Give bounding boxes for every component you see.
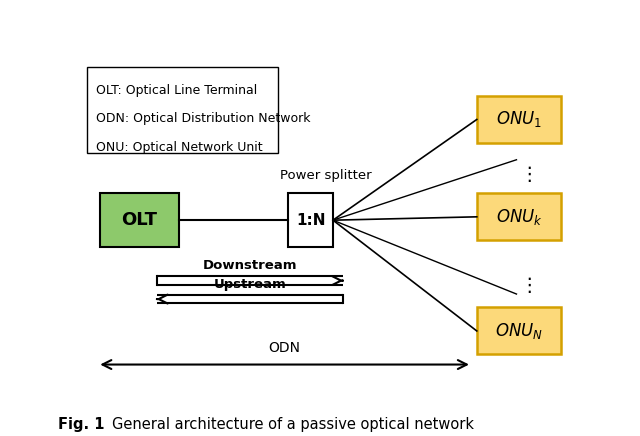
- Text: OLT: OLT: [122, 211, 157, 229]
- Text: Fig. 1    General architecture of a passive optical network: Fig. 1 General architecture of a passive…: [58, 417, 477, 432]
- Text: ⋮: ⋮: [519, 276, 539, 295]
- Text: $\mathit{ONU}_{N}$: $\mathit{ONU}_{N}$: [495, 321, 543, 341]
- Text: OLT: Optical Line Terminal: OLT: Optical Line Terminal: [97, 84, 258, 97]
- FancyBboxPatch shape: [88, 68, 278, 153]
- Text: ODN: ODN: [269, 341, 301, 355]
- Text: $\mathit{ONU}_{k}$: $\mathit{ONU}_{k}$: [495, 207, 542, 227]
- Text: Upstream: Upstream: [214, 278, 286, 291]
- Text: $\mathit{ONU}_{1}$: $\mathit{ONU}_{1}$: [496, 109, 542, 129]
- FancyBboxPatch shape: [477, 96, 561, 143]
- FancyBboxPatch shape: [477, 307, 561, 354]
- Text: 1:N: 1:N: [296, 213, 325, 228]
- Text: ⋮: ⋮: [519, 165, 539, 184]
- Text: Downstream: Downstream: [203, 259, 297, 272]
- FancyBboxPatch shape: [477, 193, 561, 240]
- Text: ODN: Optical Distribution Network: ODN: Optical Distribution Network: [97, 112, 311, 125]
- Text: General architecture of a passive optical network: General architecture of a passive optica…: [112, 417, 474, 432]
- Text: Power splitter: Power splitter: [280, 169, 371, 181]
- FancyBboxPatch shape: [288, 193, 333, 247]
- Text: ONU: Optical Network Unit: ONU: Optical Network Unit: [97, 141, 263, 154]
- Text: Fig. 1: Fig. 1: [58, 417, 104, 432]
- FancyBboxPatch shape: [100, 193, 179, 247]
